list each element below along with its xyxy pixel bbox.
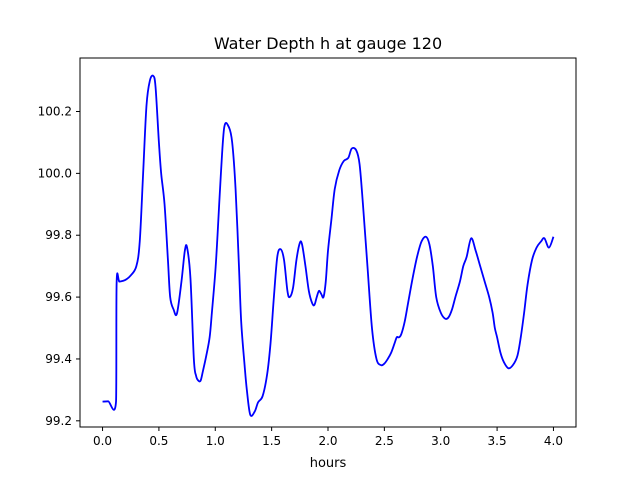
x-tick-label: 3.5 <box>488 434 507 448</box>
x-tick-label: 0.5 <box>149 434 168 448</box>
x-tick-label: 3.0 <box>431 434 450 448</box>
plot-frame <box>79 57 577 428</box>
y-tick-label: 99.8 <box>45 228 72 242</box>
chart-title: Water Depth h at gauge 120 <box>214 34 442 53</box>
y-tick-label: 100.0 <box>38 166 72 180</box>
x-tick-label: 2.5 <box>375 434 394 448</box>
y-tick-label: 100.2 <box>38 105 72 119</box>
x-tick-label: 0.0 <box>93 434 112 448</box>
x-axis-label: hours <box>310 456 347 471</box>
x-tick-label: 2.0 <box>318 434 337 448</box>
x-tick-label: 1.0 <box>206 434 225 448</box>
x-axis: 0.0 0.5 1.0 1.5 2.0 2.5 3.0 3.5 4.0 <box>93 427 563 448</box>
y-tick-label: 99.6 <box>45 290 72 304</box>
y-axis: 99.2 99.4 99.6 99.8 100.0 100.2 <box>38 105 80 428</box>
y-tick-label: 99.4 <box>45 352 72 366</box>
x-tick-label: 1.5 <box>262 434 281 448</box>
y-tick-label: 99.2 <box>45 414 72 428</box>
series-line <box>102 74 555 417</box>
x-tick-label: 4.0 <box>544 434 563 448</box>
